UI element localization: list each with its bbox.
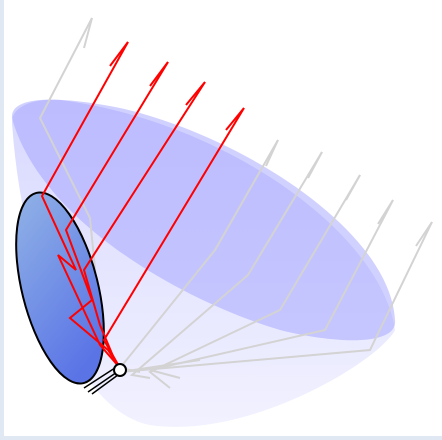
focal-point-marker <box>113 363 127 377</box>
inactive-rays <box>38 17 433 389</box>
left-border <box>0 0 4 440</box>
active-rays <box>40 41 245 369</box>
active-ray <box>82 81 206 369</box>
active-ray <box>64 61 169 369</box>
inactive-ray <box>119 221 433 373</box>
active-ray <box>102 107 245 369</box>
inactive-ray <box>148 174 361 389</box>
inactive-ray <box>149 199 394 379</box>
inactive-ray <box>129 151 323 379</box>
secondary-mirror <box>15 191 105 385</box>
active-ray <box>40 41 129 369</box>
bottom-border <box>0 436 442 440</box>
